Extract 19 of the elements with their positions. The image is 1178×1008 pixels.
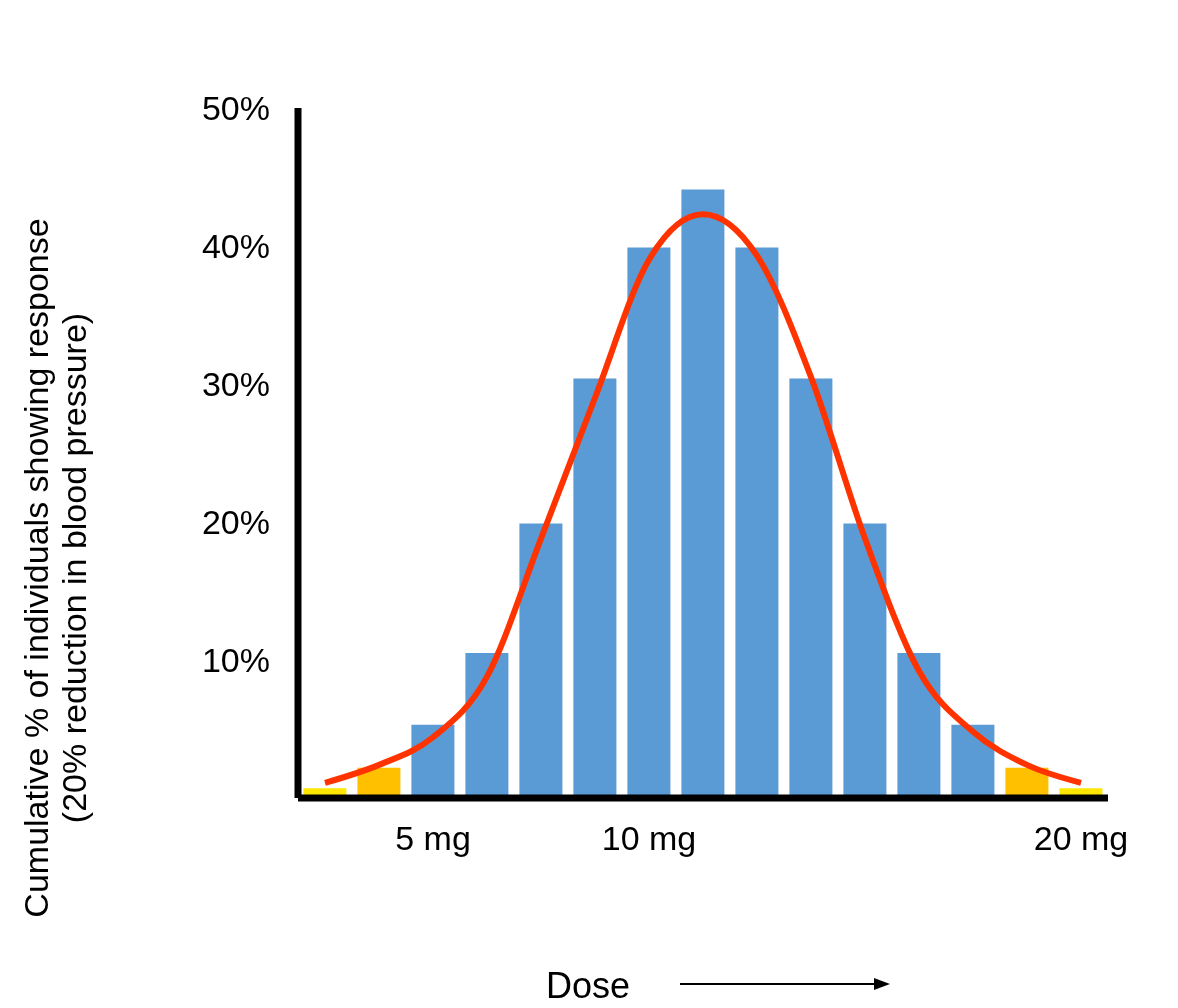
y-axis-title: Cumulative % of individuals showing response (20% reduction in blood pressure) — [17, 218, 93, 918]
x-tick-label: 5 mg — [395, 819, 471, 858]
y-tick-label: 30% — [201, 365, 270, 404]
bar — [465, 653, 509, 798]
bar — [843, 523, 887, 798]
y-tick-label: 20% — [201, 503, 270, 542]
x-axis-title: Dose — [545, 965, 631, 1006]
y-tick-label: 50% — [201, 89, 270, 128]
bar — [789, 378, 833, 798]
bar — [519, 523, 563, 798]
y-tick-label: 10% — [201, 641, 270, 680]
x-tick-label: 10 mg — [601, 819, 697, 858]
bar — [735, 247, 779, 798]
bar — [681, 189, 725, 798]
x-tick-label: 20 mg — [1033, 819, 1129, 858]
bar — [573, 378, 617, 798]
bar — [897, 653, 941, 798]
bar — [627, 247, 671, 798]
y-tick-label: 40% — [201, 227, 270, 266]
